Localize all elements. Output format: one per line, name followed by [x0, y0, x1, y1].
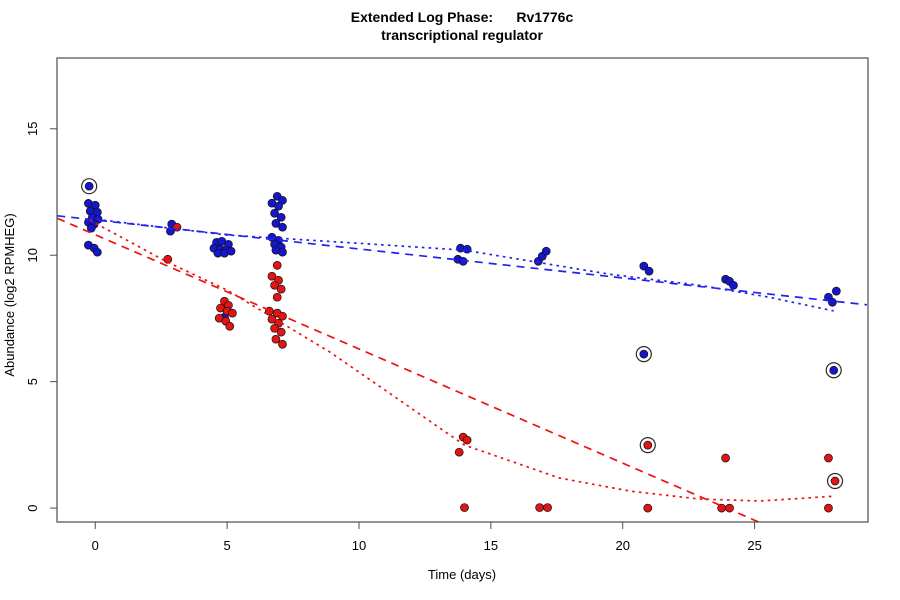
x-tick-label: 25: [747, 538, 761, 553]
data-point-red-points: [454, 447, 464, 457]
x-tick-label: 0: [92, 538, 99, 553]
outlier-ring-blue-circled-outliers: [825, 362, 842, 379]
data-point-red-points: [276, 284, 286, 294]
plot-title-line-1: Extended Log Phase: Rv1776c: [351, 9, 574, 25]
x-tick-label: 20: [615, 538, 629, 553]
data-point-blue-points: [639, 261, 649, 271]
data-point-red-circled-outliers: [643, 440, 653, 450]
y-tick-label: 10: [25, 248, 40, 262]
plot-box-border: [56, 57, 869, 523]
y-tick-label: 5: [25, 378, 40, 385]
data-point-blue-points: [729, 280, 738, 290]
data-point-red-points: [272, 292, 282, 302]
red-dashed-linear-fit: [57, 217, 761, 522]
outlier-ring-blue-circled-outliers: [635, 346, 652, 363]
plot-area: 0 5 10 15 20 25 0 5 10 15: [25, 57, 869, 553]
data-point-red-points: [271, 334, 281, 344]
outlier-ring-blue-circled-outliers: [81, 178, 98, 195]
outlier-ring-red-circled-outliers: [639, 437, 656, 454]
data-point-blue-points: [644, 266, 654, 276]
data-point-blue-points: [541, 246, 551, 256]
data-point-red-points: [824, 453, 833, 463]
x-axis-label: Time (days): [428, 567, 496, 582]
data-point-blue-points: [278, 222, 287, 232]
data-point-red-points: [276, 327, 286, 337]
plot-title-line-2: transcriptional regulator: [381, 27, 543, 43]
data-point-blue-points: [271, 219, 281, 228]
data-point-blue-points: [276, 212, 286, 222]
x-tick-label: 5: [223, 538, 230, 553]
data-point-red-points: [462, 435, 472, 445]
data-point-blue-points: [274, 201, 283, 211]
data-point-red-points: [270, 280, 279, 290]
data-point-red-points: [267, 314, 277, 324]
data-point-blue-circled-outliers: [639, 349, 649, 359]
data-point-red-points: [163, 254, 173, 264]
outlier-ring-red-circled-outliers: [826, 472, 844, 490]
data-point-red-points: [272, 260, 282, 270]
data-point-blue-circled-outliers: [829, 365, 839, 375]
x-tick-label: 10: [352, 538, 366, 553]
data-point-red-points: [278, 339, 287, 349]
data-point-blue-points: [832, 286, 841, 296]
data-point-red-points: [535, 503, 544, 512]
data-point-red-points: [543, 503, 552, 512]
data-point-blue-points: [226, 246, 236, 256]
x-tick-label: 15: [484, 538, 498, 553]
blue-dotted-loess-fit: [89, 217, 834, 312]
data-point-red-circled-outliers: [830, 476, 840, 486]
data-point-red-points: [824, 503, 833, 513]
data-point-blue-points: [462, 244, 472, 254]
y-tick-label: 15: [25, 122, 40, 136]
data-point-blue-points: [278, 247, 287, 257]
y-tick-label: 0: [25, 504, 40, 511]
data-point-red-points: [228, 308, 237, 318]
data-point-red-points: [225, 321, 235, 331]
data-point-blue-points: [270, 208, 279, 218]
data-point-blue-points: [86, 223, 96, 233]
data-point-red-points: [460, 503, 469, 512]
data-point-red-points: [643, 503, 653, 513]
data-point-red-points: [267, 271, 277, 281]
data-point-blue-circled-outliers: [84, 181, 94, 191]
data-point-blue-points: [93, 247, 102, 257]
data-point-blue-points: [828, 297, 837, 307]
data-point-red-points: [270, 323, 279, 333]
data-point-red-points: [721, 453, 730, 463]
y-axis-label: Abundance (log2 RPMHEG): [2, 213, 17, 376]
